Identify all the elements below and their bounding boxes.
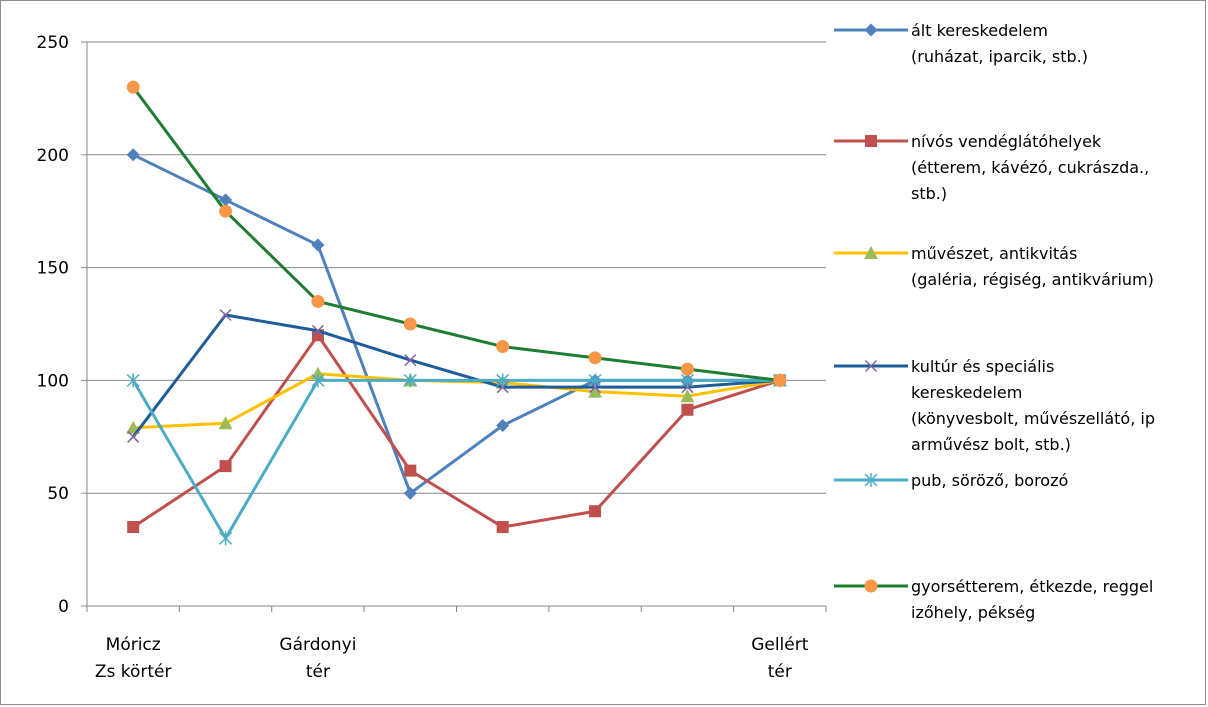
legend-label: izőhely, pékség bbox=[911, 603, 1035, 622]
legend-entry-5: pub, söröző, borozó bbox=[834, 471, 1068, 490]
legend-entry-3: művészet, antikvitás (galéria, régiség, a… bbox=[834, 244, 1154, 289]
data-point bbox=[680, 389, 695, 403]
legend-label: ált kereskedelem bbox=[911, 21, 1048, 40]
data-point bbox=[403, 317, 417, 331]
y-tick-labels: 0 50 100 150 200 250 bbox=[37, 33, 69, 617]
data-point bbox=[311, 238, 325, 252]
legend-label: stb.) bbox=[911, 184, 947, 203]
series-line bbox=[131, 378, 780, 540]
data-point bbox=[404, 354, 417, 367]
data-point bbox=[588, 373, 602, 388]
data-point bbox=[588, 351, 602, 365]
data-point bbox=[864, 473, 878, 487]
legend-label: nívós vendéglátóhelyek bbox=[911, 132, 1102, 151]
legend-entry-4: kultúr és speciális kereskedelem (könyvesb… bbox=[834, 357, 1155, 454]
legend-label: kereskedelem bbox=[911, 383, 1022, 402]
series-line bbox=[132, 153, 780, 495]
legend-label: gyorsétterem, étkezde, reggel bbox=[911, 577, 1153, 596]
data-point bbox=[681, 403, 694, 416]
axes bbox=[81, 41, 827, 612]
x-tick-label: Zs körtér bbox=[95, 662, 172, 682]
data-point bbox=[496, 419, 510, 433]
data-point bbox=[403, 486, 417, 500]
series-2 bbox=[127, 329, 786, 534]
legend-label: pub, söröző, borozó bbox=[911, 471, 1068, 490]
data-point bbox=[589, 505, 602, 518]
legend-label: (galéria, régiség, antikvárium) bbox=[911, 270, 1154, 289]
data-point bbox=[773, 373, 787, 387]
data-point bbox=[311, 373, 325, 388]
data-point bbox=[864, 359, 878, 373]
data-point bbox=[404, 464, 417, 477]
legend-entry-2: nívós vendéglátóhelyek (étterem, kávézó, … bbox=[834, 132, 1149, 203]
data-point bbox=[219, 308, 232, 322]
legend-label: művészet, antikvitás bbox=[911, 244, 1077, 263]
data-point bbox=[219, 460, 232, 473]
data-point bbox=[496, 340, 510, 354]
data-point bbox=[403, 373, 417, 388]
y-tick-label: 250 bbox=[37, 33, 69, 53]
y-tick-label: 0 bbox=[58, 597, 69, 617]
data-point bbox=[219, 204, 233, 218]
y-tick-label: 50 bbox=[47, 484, 69, 504]
data-point bbox=[496, 373, 510, 388]
legend: ált kereskedelem (ruházat, iparcik, stb.)… bbox=[834, 21, 1155, 622]
legend-entry-6: gyorsétterem, étkezde, reggel izőhely, pé… bbox=[834, 577, 1153, 622]
series-line bbox=[131, 86, 780, 382]
data-point bbox=[127, 521, 140, 534]
x-tick-label: tér bbox=[306, 662, 330, 682]
data-point bbox=[680, 373, 694, 388]
data-point bbox=[126, 373, 140, 388]
data-point bbox=[218, 416, 233, 430]
y-tick-label: 150 bbox=[37, 259, 69, 279]
data-point bbox=[588, 384, 603, 398]
series-line bbox=[132, 333, 781, 529]
series-6 bbox=[126, 80, 787, 387]
legend-label: (könyvesbolt, művészellátó, ip bbox=[911, 409, 1155, 428]
data-point bbox=[311, 324, 324, 337]
data-point bbox=[127, 430, 140, 443]
x-tick-label: tér bbox=[768, 662, 792, 682]
x-tick-label: Gellért bbox=[751, 635, 809, 655]
data-point bbox=[864, 579, 878, 593]
data-point bbox=[126, 148, 140, 162]
legend-label: (ruházat, iparcik, stb.) bbox=[911, 47, 1088, 66]
series-line bbox=[131, 313, 780, 438]
y-tick-label: 100 bbox=[37, 371, 69, 391]
legend-label: kultúr és speciális bbox=[911, 357, 1054, 376]
legend-label: (étterem, kávézó, cukrászda., bbox=[911, 158, 1149, 177]
data-point bbox=[864, 246, 878, 259]
y-tick-label: 200 bbox=[37, 146, 69, 166]
data-point bbox=[126, 80, 140, 94]
x-tick-label: Gárdonyi bbox=[279, 635, 356, 655]
data-point bbox=[864, 23, 878, 37]
data-point bbox=[496, 521, 509, 534]
data-point bbox=[680, 362, 694, 376]
data-point bbox=[219, 531, 233, 546]
data-point bbox=[865, 135, 877, 147]
series-1 bbox=[126, 148, 787, 500]
x-tick-label: Móricz bbox=[106, 635, 161, 655]
data-point bbox=[311, 294, 325, 308]
legend-label: arművész bolt, stb.) bbox=[911, 435, 1071, 454]
x-tick-labels: Móricz Zs körtér Gárdonyi tér Gellért tér bbox=[95, 635, 809, 682]
legend-entry-1: ált kereskedelem (ruházat, iparcik, stb.) bbox=[834, 21, 1088, 66]
series-lines bbox=[126, 80, 787, 546]
data-point bbox=[219, 193, 233, 207]
